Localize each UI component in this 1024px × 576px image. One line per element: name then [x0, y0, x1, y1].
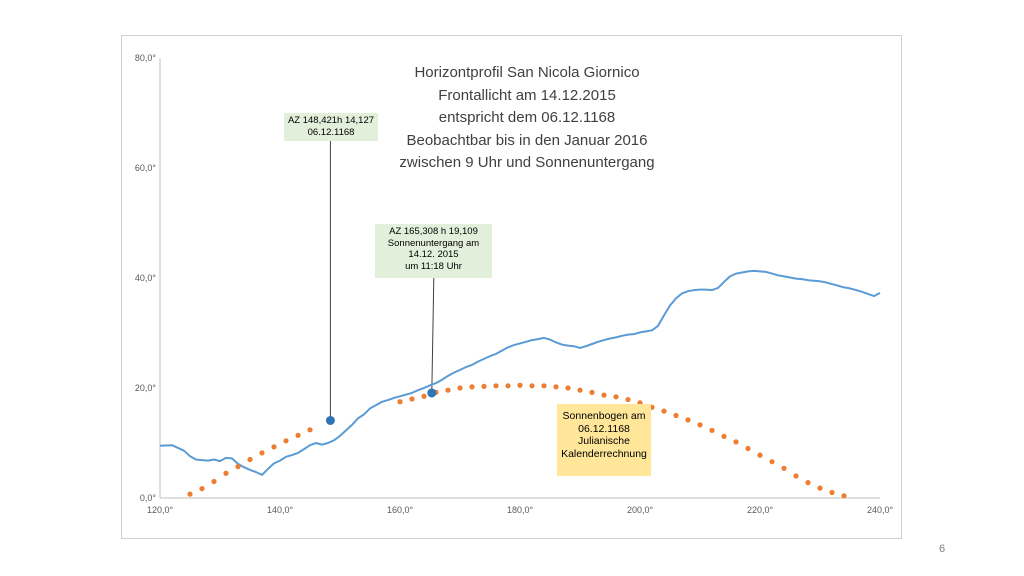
- x-tick-label: 140,0°: [267, 505, 294, 515]
- sun-arc-dot: [709, 427, 715, 433]
- sun-arc-dot: [493, 383, 499, 389]
- sun-arc-dot: [781, 465, 787, 471]
- callout-azimuth-1168: AZ 148,421h 14,127 06.12.1168: [284, 113, 378, 141]
- sun-arc-dot: [589, 389, 595, 395]
- sun-arc-dot: [259, 450, 265, 456]
- sun-arc-dot: [445, 387, 451, 393]
- sun-arc-dot: [469, 384, 475, 390]
- sun-arc-dot: [697, 422, 703, 428]
- page-number: 6: [938, 543, 946, 555]
- sun-arc-dot: [211, 478, 217, 485]
- sun-arc-dot: [247, 456, 253, 463]
- sun-arc-dot: [481, 383, 487, 389]
- sun-arc-dot: [283, 438, 289, 444]
- chart-title: Horizontprofil San Nicola Giornico Front…: [367, 62, 687, 175]
- sun-arc-dot: [577, 387, 583, 393]
- sun-arc-dot: [769, 459, 775, 465]
- horizon-profile-line: [159, 269, 881, 476]
- sun-arc-dot: [223, 470, 229, 476]
- highlight-point: [427, 388, 437, 398]
- sun-arc-dot: [745, 445, 751, 452]
- x-tick-label: 120,0°: [147, 505, 174, 515]
- callout-sun-arc: Sonnenbogen am 06.12.1168 Julianische Ka…: [557, 404, 651, 476]
- callout-sunset-2015: AZ 165,308 h 19,109 Sonnenuntergang am 1…: [375, 224, 492, 278]
- sun-arc-dot: [457, 385, 463, 391]
- x-tick-label: 160,0°: [387, 505, 414, 515]
- sun-arc-dot: [271, 444, 277, 450]
- y-tick-label: 20,0°: [135, 383, 157, 393]
- sun-arc-dot: [757, 452, 763, 458]
- title-line: zwischen 9 Uhr und Sonnenuntergang: [399, 154, 655, 171]
- callout-line: 06.12.1168: [307, 126, 355, 138]
- sun-arc-dot: [841, 493, 847, 499]
- x-tick-label: 200,0°: [627, 505, 654, 515]
- x-tick-label: 240,0°: [867, 505, 894, 515]
- sun-arc-dot: [295, 432, 301, 438]
- callout-line: Kalenderrechnung: [561, 447, 647, 460]
- sun-arc-dot: [793, 473, 799, 479]
- callout-line: 14.12. 2015: [408, 249, 459, 260]
- sun-arc-dot: [421, 393, 427, 399]
- sun-arc-dot: [541, 383, 547, 389]
- callout-line: Sonnenbogen am: [562, 410, 646, 422]
- sun-arc-dot: [601, 392, 607, 398]
- sun-arc-dot: [187, 491, 193, 497]
- callout-line: Julianische: [578, 435, 630, 447]
- callout-line: AZ 148,421h 14,127: [287, 115, 375, 126]
- chart-frame: [121, 35, 902, 539]
- callout-line: um 11:18 Uhr: [405, 260, 462, 272]
- x-tick-label: 180,0°: [507, 505, 534, 515]
- sun-arc-dot: [307, 427, 313, 433]
- callout-line: 06.12.1168: [578, 422, 630, 435]
- sun-arc-dot: [613, 394, 619, 400]
- callout-line: AZ 165,308 h 19,109: [389, 226, 478, 237]
- title-line: entspricht dem 06.12.1168: [438, 109, 616, 126]
- x-tick-label: 220,0°: [747, 505, 774, 515]
- title-line: Beobachtbar bis in den Januar 2016: [406, 131, 648, 149]
- sun-arc-dot: [661, 408, 667, 414]
- sun-arc-dot: [529, 383, 535, 389]
- sun-arc-dot: [397, 399, 403, 405]
- sun-arc-dot: [673, 412, 679, 419]
- sun-arc-dot: [817, 485, 823, 491]
- y-tick-label: 40,0°: [135, 273, 157, 283]
- sun-arc-dot: [199, 486, 205, 492]
- title-line: Frontallicht am 14.12.2015: [438, 86, 616, 104]
- highlight-point: [325, 415, 335, 425]
- sun-arc-dot: [829, 489, 835, 496]
- y-tick-label: 0,0°: [140, 493, 157, 503]
- sun-arc-dot: [409, 396, 415, 402]
- sun-arc-dot: [553, 384, 559, 390]
- sun-arc-dot: [685, 417, 691, 423]
- sun-arc-dot: [625, 396, 631, 403]
- sun-arc-dot: [517, 382, 523, 388]
- sun-arc-dot: [565, 385, 571, 391]
- y-tick-label: 60,0°: [135, 163, 157, 173]
- title-line: Horizontprofil San Nicola Giornico: [414, 64, 640, 81]
- callout-leader-line: [431, 277, 435, 393]
- y-tick-label: 80,0°: [135, 53, 157, 63]
- sun-arc-dot: [721, 433, 727, 439]
- callout-line: Sonnenuntergang am: [387, 237, 480, 249]
- sun-arc-dot: [505, 383, 511, 389]
- sun-arc-dot: [235, 464, 241, 470]
- sun-arc-dot: [805, 480, 811, 486]
- sun-arc-dot: [733, 439, 739, 445]
